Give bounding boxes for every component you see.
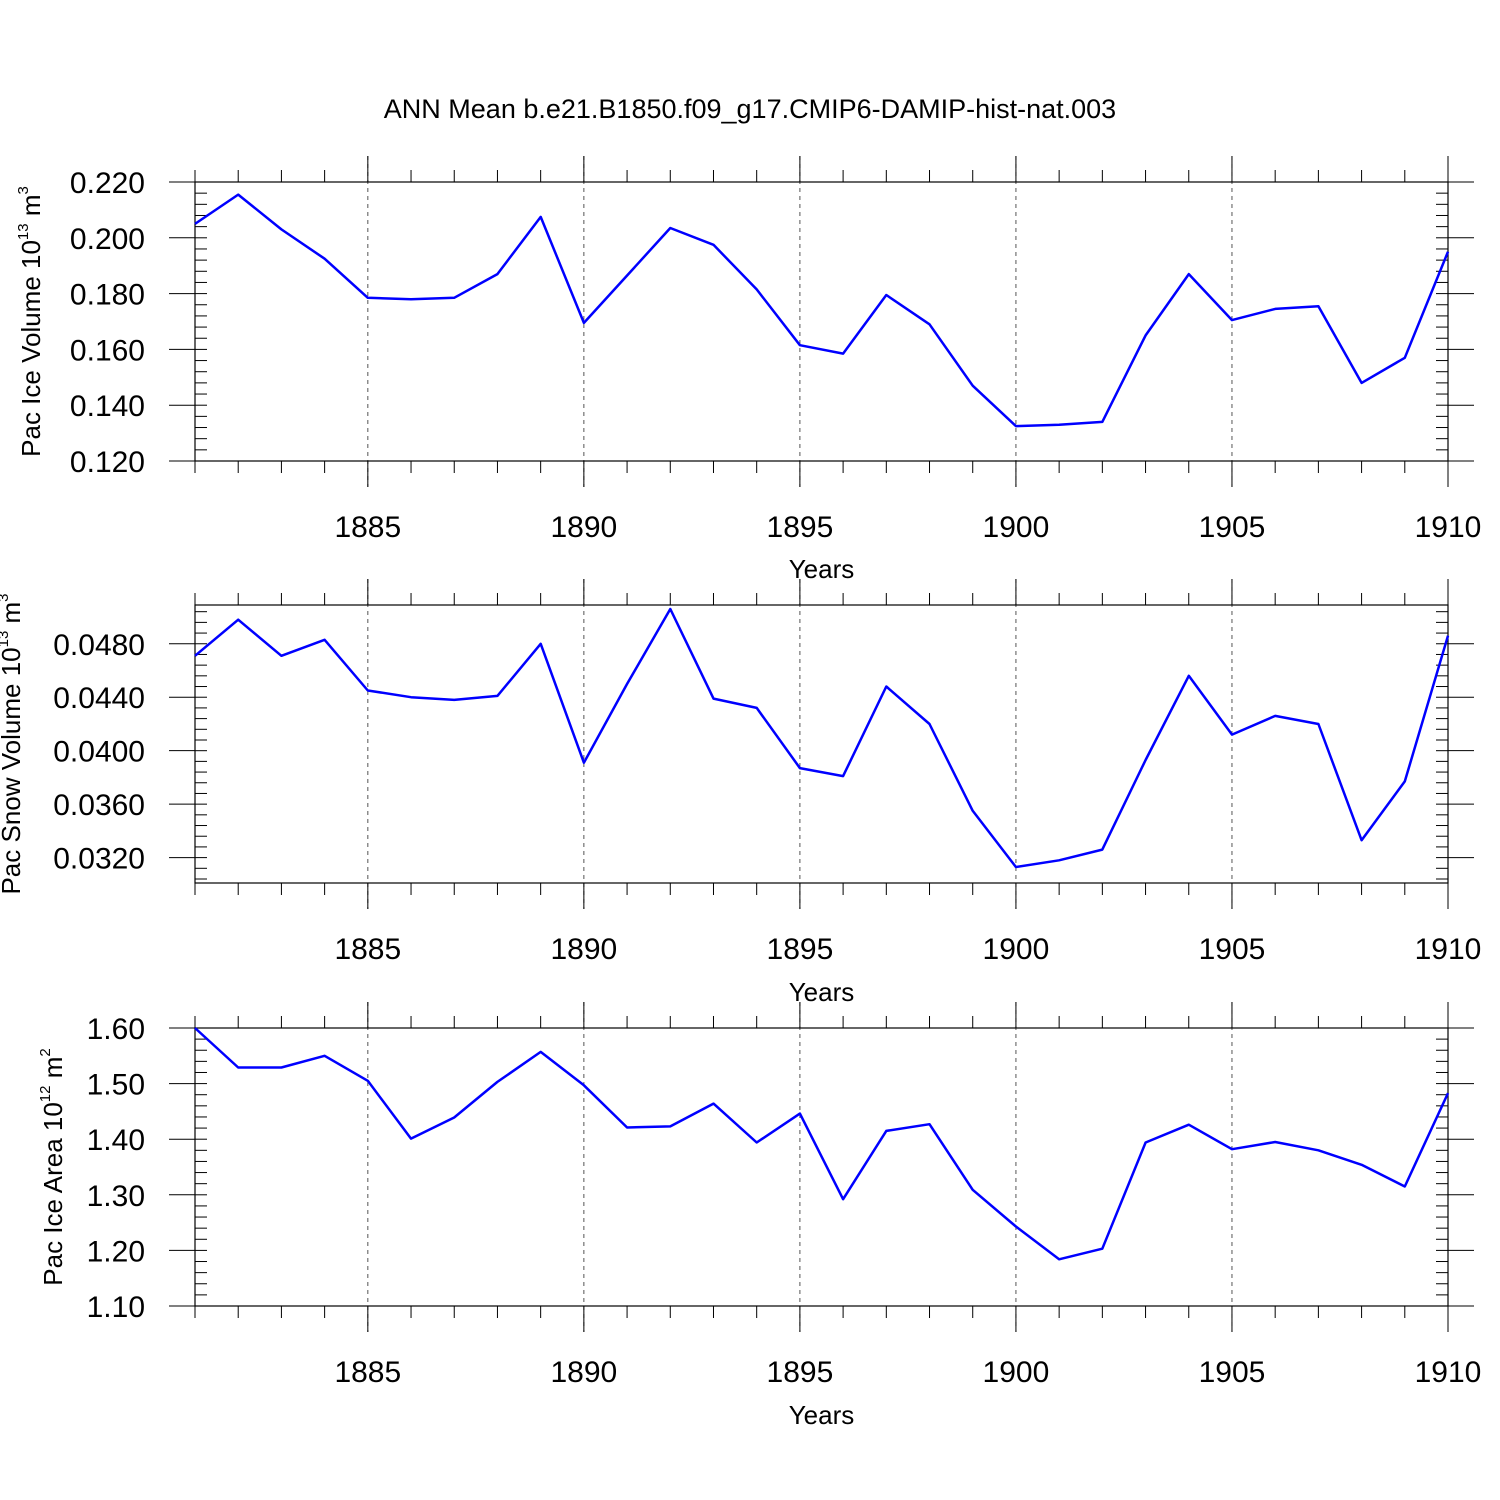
y-axis-title: Pac Ice Volume 1013 m3 xyxy=(15,186,46,457)
y-axis-title-unit-exponent: 3 xyxy=(15,186,32,194)
series-line xyxy=(194,1027,1450,1261)
x-axis-title: Years xyxy=(789,554,855,584)
x-tick-label: 1910 xyxy=(1415,1356,1482,1389)
x-tick-label: 1900 xyxy=(983,1356,1050,1389)
series-line xyxy=(194,193,1450,428)
y-tick-label: 0.0440 xyxy=(53,682,145,715)
y-axis-title-unit: m xyxy=(38,1057,68,1086)
x-tick-label: 1905 xyxy=(1199,1356,1266,1389)
series-line xyxy=(194,607,1450,869)
plot-frame xyxy=(194,604,1449,884)
x-tick-label: 1895 xyxy=(767,933,834,966)
x-axis-title: Years xyxy=(789,977,855,1007)
plot-frame xyxy=(194,181,1449,462)
y-tick-label: 0.0320 xyxy=(53,843,145,876)
y-axis-title-text: Pac Ice Area 10 xyxy=(38,1102,68,1286)
y-axis-title-unit: m xyxy=(16,194,46,223)
y-tick-label: 0.0400 xyxy=(53,736,145,769)
x-tick-label: 1890 xyxy=(550,1356,617,1389)
x-tick-label: 1895 xyxy=(767,511,834,544)
y-tick-label: 0.140 xyxy=(70,390,145,423)
y-tick-label: 1.20 xyxy=(87,1235,145,1268)
panels: 0.120 0.140 0.160 0.180 0.200 0.220 1885 1890 18… xyxy=(0,156,1481,1430)
plot-frame xyxy=(194,1027,1449,1307)
y-tick-label: 0.160 xyxy=(70,334,145,367)
x-axis-title: Years xyxy=(789,1400,855,1430)
x-tick-label: 1900 xyxy=(983,511,1050,544)
y-tick-label: 0.200 xyxy=(70,223,145,256)
y-axis-title-unit-exponent: 3 xyxy=(0,593,12,601)
panel-3: 1.10 1.20 1.30 1.40 1.50 1.60 1885 1890 1895 1900… xyxy=(37,1002,1481,1430)
y-tick-label: 0.0360 xyxy=(53,789,145,822)
y-tick-label: 0.220 xyxy=(70,167,145,200)
x-tick-label: 1905 xyxy=(1199,933,1266,966)
x-tick-label: 1905 xyxy=(1199,511,1266,544)
y-axis-title: Pac Snow Volume 1013 m3 xyxy=(0,593,26,894)
x-tick-label: 1885 xyxy=(334,511,401,544)
y-axis-title-unit: m xyxy=(0,602,26,631)
x-tick-label: 1885 xyxy=(334,933,401,966)
chart-title: ANN Mean b.e21.B1850.f09_g17.CMIP6-DAMIP… xyxy=(384,94,1116,124)
y-axis-title-unit-exponent: 2 xyxy=(37,1048,54,1056)
y-axis-title-exponent: 13 xyxy=(0,631,12,648)
y-tick-label: 1.60 xyxy=(87,1013,145,1046)
y-axis-title-text: Pac Snow Volume 10 xyxy=(0,647,26,894)
x-tick-label: 1910 xyxy=(1415,511,1482,544)
x-tick-label: 1890 xyxy=(550,933,617,966)
x-tick-label: 1895 xyxy=(767,1356,834,1389)
y-tick-label: 0.120 xyxy=(70,446,145,479)
x-tick-label: 1910 xyxy=(1415,933,1482,966)
y-tick-label: 1.30 xyxy=(87,1180,145,1213)
y-axis-title: Pac Ice Area 1012 m2 xyxy=(37,1048,68,1285)
y-tick-label: 1.10 xyxy=(87,1291,145,1324)
x-tick-label: 1890 xyxy=(550,511,617,544)
y-tick-label: 0.180 xyxy=(70,279,145,312)
x-tick-label: 1900 xyxy=(983,933,1050,966)
y-axis-title-exponent: 12 xyxy=(37,1085,54,1102)
panel-1: 0.120 0.140 0.160 0.180 0.200 0.220 1885 1890 18… xyxy=(15,156,1481,584)
y-axis-title-text: Pac Ice Volume 10 xyxy=(16,240,46,457)
x-tick-label: 1885 xyxy=(334,1356,401,1389)
y-tick-label: 1.50 xyxy=(87,1069,145,1102)
y-tick-label: 0.0480 xyxy=(53,629,145,662)
y-tick-label: 1.40 xyxy=(87,1124,145,1157)
panel-2: 0.0320 0.0360 0.0400 0.0440 0.0480 1885 1890 18… xyxy=(0,579,1481,1007)
y-axis-title-exponent: 13 xyxy=(15,223,32,240)
